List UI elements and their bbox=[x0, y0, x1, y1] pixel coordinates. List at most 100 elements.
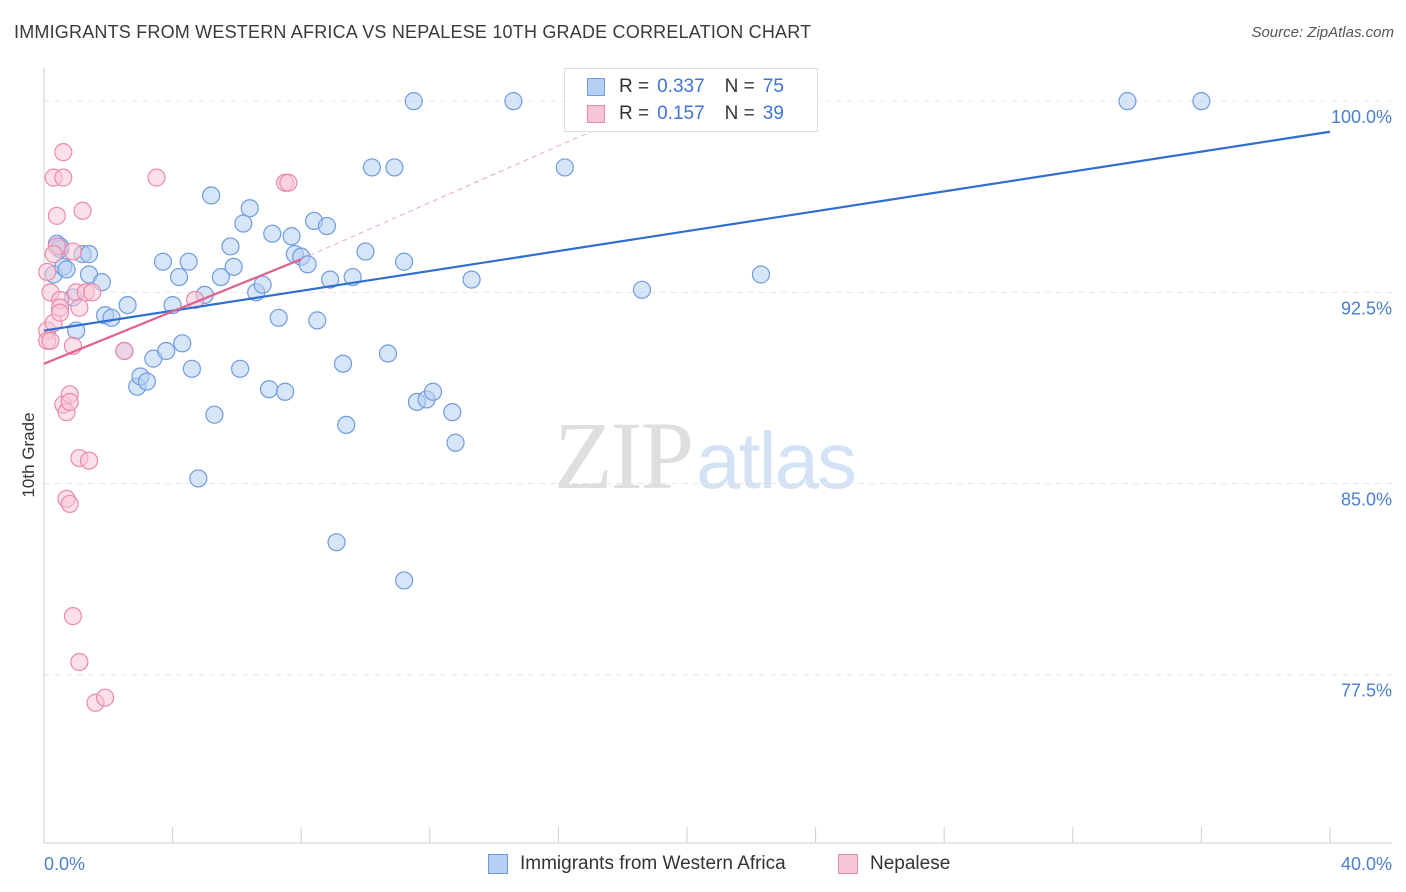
legend-swatch-blue bbox=[587, 78, 605, 96]
data-point bbox=[60, 392, 79, 412]
trend-line bbox=[43, 130, 1331, 332]
data-point bbox=[337, 415, 356, 435]
data-point bbox=[54, 168, 73, 187]
watermark-zip: ZIP bbox=[554, 402, 694, 509]
data-point bbox=[263, 224, 282, 243]
data-point bbox=[169, 267, 189, 287]
data-point bbox=[234, 214, 253, 233]
x-tick-label: 40.0% bbox=[1341, 854, 1392, 874]
watermark: ZIPatlas bbox=[554, 400, 857, 511]
data-point bbox=[118, 295, 137, 315]
data-point bbox=[632, 280, 652, 299]
legend-row-nepalese: R = 0.157 N = 39 bbox=[587, 101, 784, 127]
data-point bbox=[41, 331, 60, 350]
data-point bbox=[385, 158, 404, 177]
data-point bbox=[504, 92, 523, 111]
data-point bbox=[205, 405, 224, 424]
data-point bbox=[462, 270, 481, 289]
data-point bbox=[47, 206, 66, 225]
trend-line bbox=[43, 258, 302, 365]
data-point bbox=[44, 245, 63, 264]
trend-extension bbox=[300, 131, 591, 260]
data-point bbox=[83, 283, 102, 302]
bottom-legend-label: Immigrants from Western Africa bbox=[520, 853, 786, 874]
legend-r-label: R = bbox=[619, 76, 650, 97]
data-point bbox=[282, 227, 301, 246]
data-point bbox=[153, 252, 173, 271]
data-point bbox=[327, 533, 346, 552]
data-point bbox=[443, 403, 462, 422]
y-tick-label: 100.0% bbox=[1331, 107, 1392, 127]
data-point bbox=[173, 334, 192, 353]
data-point bbox=[231, 359, 250, 378]
data-point bbox=[308, 311, 327, 330]
data-point bbox=[259, 380, 279, 399]
y-tick-label: 92.5% bbox=[1341, 298, 1392, 318]
data-point bbox=[211, 267, 230, 287]
data-point bbox=[333, 354, 353, 373]
data-point bbox=[95, 688, 115, 707]
data-point bbox=[404, 92, 423, 111]
data-point bbox=[57, 260, 76, 279]
data-point bbox=[182, 359, 201, 378]
watermark-atlas: atlas bbox=[696, 416, 857, 505]
bottom-legend-label: Nepalese bbox=[870, 853, 951, 874]
data-point bbox=[79, 451, 99, 470]
bottom-legend-swatch-pink bbox=[838, 854, 858, 874]
bottom-legend-nepalese[interactable]: Nepalese bbox=[838, 851, 950, 877]
data-point bbox=[446, 433, 465, 452]
series-western-africa-points bbox=[44, 92, 1211, 590]
legend-n-value: 39 bbox=[762, 103, 784, 124]
data-point bbox=[240, 199, 259, 218]
data-point bbox=[202, 186, 221, 205]
data-point bbox=[63, 242, 83, 261]
data-point bbox=[555, 158, 574, 177]
data-point bbox=[224, 257, 243, 276]
data-point bbox=[115, 341, 134, 361]
data-point bbox=[276, 382, 295, 401]
data-point bbox=[60, 494, 79, 514]
data-point bbox=[102, 308, 121, 327]
data-point bbox=[137, 372, 156, 391]
data-point bbox=[362, 158, 382, 177]
source-label: Source: ZipAtlas.com bbox=[1251, 24, 1394, 41]
data-point bbox=[70, 298, 89, 317]
data-point bbox=[394, 252, 414, 271]
chart-title: IMMIGRANTS FROM WESTERN AFRICA VS NEPALE… bbox=[14, 22, 812, 42]
data-point bbox=[317, 216, 337, 236]
gridlines bbox=[44, 100, 1392, 676]
data-point bbox=[253, 275, 272, 294]
data-point bbox=[751, 265, 771, 284]
legend-r-value: 0.337 bbox=[657, 76, 705, 97]
data-point bbox=[269, 308, 288, 327]
bottom-legend-western-africa[interactable]: Immigrants from Western Africa bbox=[488, 851, 786, 877]
data-point bbox=[63, 607, 83, 626]
y-tick-label: 85.0% bbox=[1341, 490, 1392, 510]
series-nepalese-points bbox=[38, 143, 298, 712]
data-point bbox=[1118, 92, 1137, 111]
data-point bbox=[423, 382, 443, 401]
bottom-legend-swatch-blue bbox=[488, 854, 508, 874]
data-point bbox=[221, 237, 240, 256]
legend-r-value: 0.157 bbox=[657, 103, 705, 124]
correlation-legend: R = 0.337 N = 75 R = 0.157 N = 39 bbox=[564, 68, 818, 132]
trend-lines bbox=[43, 130, 1331, 365]
legend-n-label: N = bbox=[724, 103, 755, 124]
axes bbox=[43, 68, 1392, 844]
data-point bbox=[189, 469, 208, 488]
data-point bbox=[38, 262, 57, 282]
data-point bbox=[378, 344, 398, 363]
data-point bbox=[70, 652, 89, 672]
data-point bbox=[298, 255, 317, 274]
data-point bbox=[394, 571, 414, 590]
data-point bbox=[279, 173, 298, 192]
data-point bbox=[356, 242, 375, 261]
data-point bbox=[147, 168, 166, 187]
data-point bbox=[54, 143, 73, 162]
legend-r-label: R = bbox=[619, 103, 650, 124]
data-point bbox=[321, 270, 340, 289]
data-point bbox=[79, 245, 99, 264]
data-point bbox=[179, 252, 198, 271]
data-point bbox=[73, 201, 92, 220]
